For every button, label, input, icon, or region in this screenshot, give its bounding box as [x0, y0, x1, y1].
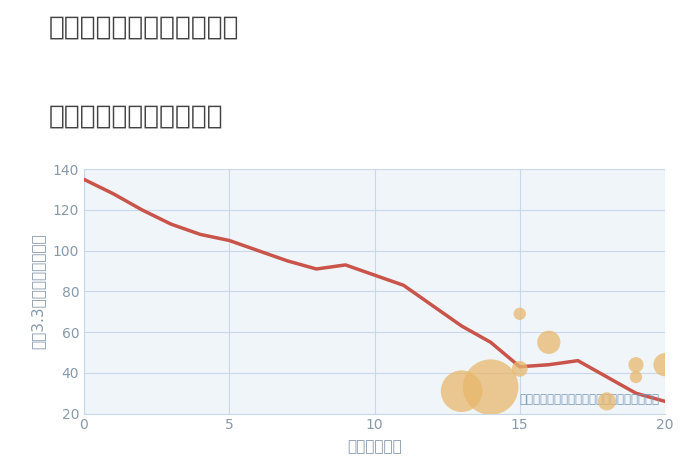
X-axis label: 駅距離（分）: 駅距離（分）	[347, 439, 402, 454]
Point	[514, 310, 525, 318]
Point	[631, 361, 642, 368]
Text: 奈良県磯城郡三宅町屏風の: 奈良県磯城郡三宅町屏風の	[49, 14, 239, 40]
Point	[456, 387, 468, 395]
Y-axis label: 坪（3.3㎡）単価（万円）: 坪（3.3㎡）単価（万円）	[31, 234, 46, 349]
Point	[485, 384, 496, 391]
Text: 円の大きさは、取引のあった物件面積を示す: 円の大きさは、取引のあった物件面積を示す	[519, 393, 659, 406]
Point	[659, 361, 671, 368]
Point	[543, 338, 554, 346]
Point	[631, 373, 642, 381]
Point	[601, 398, 612, 405]
Text: 駅距離別中古戸建て価格: 駅距離別中古戸建て価格	[49, 103, 223, 129]
Point	[514, 365, 525, 373]
